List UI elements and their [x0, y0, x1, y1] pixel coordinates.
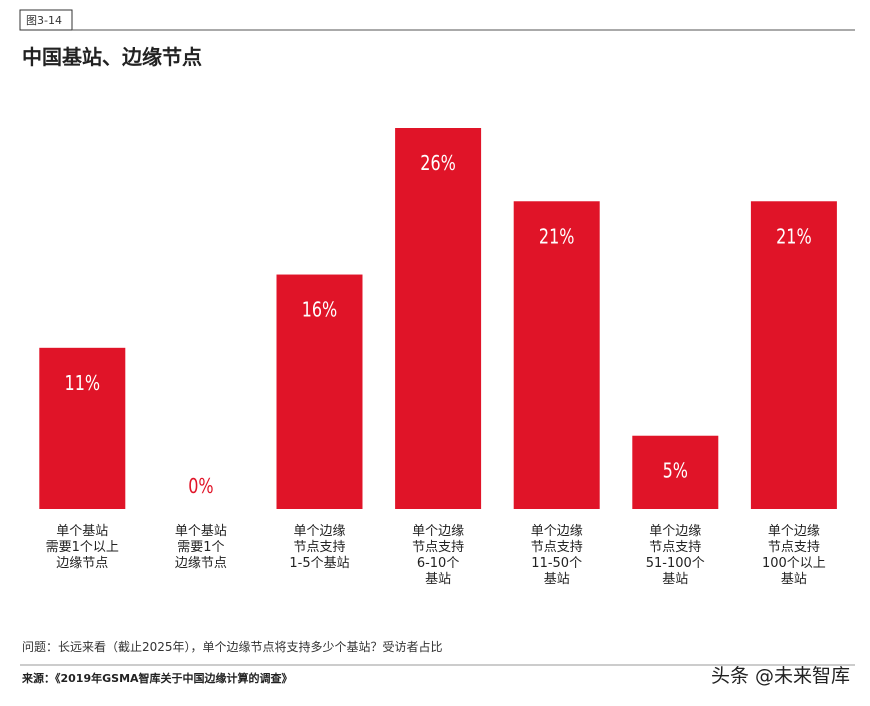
x-tick-label: 需要1个	[177, 540, 224, 555]
value-label: 16%	[302, 299, 338, 322]
x-tick-label: 节点支持	[293, 540, 345, 555]
chart-title: 中国基站、边缘节点	[22, 45, 202, 69]
x-tick-label: 基站	[781, 572, 807, 587]
x-tick-label: 需要1个以上	[46, 540, 119, 555]
value-label: 21%	[776, 226, 812, 249]
watermark: 头条 @未来智库	[711, 665, 850, 687]
x-tick-label: 1-5个基站	[289, 556, 349, 571]
value-label: 26%	[420, 152, 456, 175]
x-tick-label: 单个边缘	[768, 524, 820, 539]
value-label: 5%	[663, 460, 688, 483]
x-tick-label: 单个边缘	[531, 524, 583, 539]
x-tick-label: 边缘节点	[56, 556, 108, 571]
value-label: 11%	[65, 372, 101, 395]
value-label: 21%	[539, 226, 575, 249]
x-tick-label: 单个基站	[175, 524, 227, 539]
bar	[395, 128, 482, 509]
bar	[513, 201, 600, 509]
bar	[276, 274, 363, 509]
x-tick-label: 单个边缘	[649, 524, 701, 539]
x-tick-label: 节点支持	[649, 540, 701, 555]
value-label: 0%	[188, 475, 213, 498]
bar	[39, 347, 126, 509]
x-tick-label: 边缘节点	[175, 556, 227, 571]
source: 来源：《2019年GSMA智库关于中国边缘计算的调查》	[21, 671, 293, 685]
bar	[750, 201, 837, 509]
figure-label: 图3-14	[26, 14, 62, 27]
x-tick-label: 节点支持	[412, 540, 464, 555]
x-tick-label: 51-100个	[646, 556, 705, 571]
x-tick-label: 基站	[662, 572, 688, 587]
x-tick-label: 单个基站	[56, 524, 108, 539]
figure-label-box	[19, 9, 73, 31]
x-tick-label: 单个边缘	[293, 524, 345, 539]
x-tick-label: 节点支持	[531, 540, 583, 555]
x-tick-label: 100个以上	[762, 556, 826, 571]
bar	[632, 435, 719, 509]
x-tick-label: 基站	[544, 572, 570, 587]
x-tick-label: 基站	[425, 572, 451, 587]
x-tick-label: 6-10个	[417, 556, 460, 571]
x-tick-label: 单个边缘	[412, 524, 464, 539]
note: 问题：长远来看（截止2025年），单个边缘节点将支持多少个基站？受访者占比	[22, 639, 443, 654]
x-tick-label: 11-50个	[531, 556, 582, 571]
x-tick-label: 节点支持	[768, 540, 820, 555]
